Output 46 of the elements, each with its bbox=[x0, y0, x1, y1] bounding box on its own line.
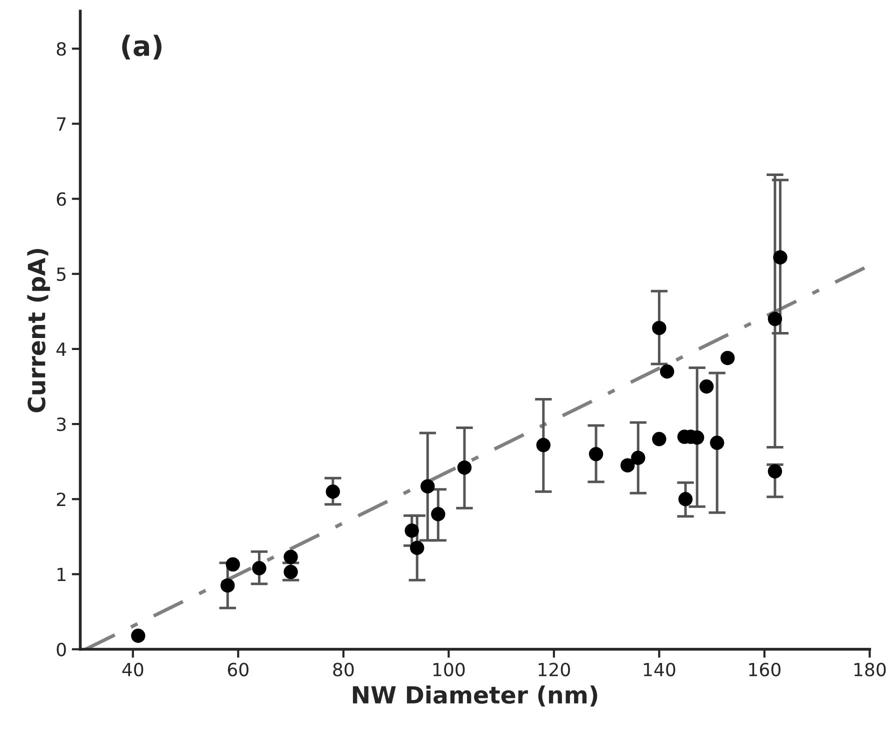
point bbox=[420, 479, 435, 494]
point bbox=[660, 364, 674, 379]
point bbox=[252, 561, 266, 576]
x-tick-label: 120 bbox=[538, 662, 570, 676]
point bbox=[410, 540, 424, 556]
y-tick-label: 1 bbox=[58, 568, 66, 582]
y-tick-label: 8 bbox=[56, 42, 66, 56]
y-axis-title: Current (pA) bbox=[27, 248, 50, 412]
x-tick-label: 80 bbox=[333, 662, 354, 676]
point bbox=[768, 312, 782, 326]
point bbox=[220, 578, 235, 593]
y-tick-label: 7 bbox=[57, 117, 66, 131]
point bbox=[404, 524, 419, 538]
y-tick-label: 4 bbox=[56, 342, 66, 356]
point bbox=[652, 432, 666, 446]
point bbox=[631, 450, 646, 465]
y-tick-label: 5 bbox=[56, 268, 66, 281]
point bbox=[536, 438, 551, 452]
y-tick-label: 3 bbox=[56, 417, 66, 432]
x-tick-label: 160 bbox=[749, 662, 780, 676]
point bbox=[620, 458, 635, 472]
x-tick-label: 100 bbox=[433, 662, 465, 676]
y-tick-label: 6 bbox=[56, 192, 66, 206]
x-axis-title: NW Diameter (nm) bbox=[352, 685, 598, 707]
point bbox=[457, 460, 472, 475]
y-tick-label: 0 bbox=[56, 642, 66, 656]
point bbox=[588, 446, 604, 462]
point bbox=[678, 492, 693, 506]
x-tick-label: 140 bbox=[644, 662, 676, 676]
point bbox=[720, 350, 735, 366]
point bbox=[326, 484, 340, 499]
point bbox=[226, 557, 240, 572]
point bbox=[768, 464, 782, 478]
point bbox=[284, 550, 298, 564]
point bbox=[131, 628, 146, 643]
point bbox=[431, 507, 446, 522]
x-tick-label: 40 bbox=[122, 662, 144, 676]
point bbox=[284, 564, 298, 580]
y-tick-label: 2 bbox=[56, 492, 66, 506]
point bbox=[773, 250, 788, 264]
point bbox=[710, 436, 724, 450]
point bbox=[652, 320, 666, 336]
x-tick-label: 60 bbox=[228, 662, 248, 676]
point bbox=[699, 379, 714, 394]
annotation: (a) bbox=[122, 34, 162, 60]
x-tick-label: 180 bbox=[854, 662, 886, 676]
